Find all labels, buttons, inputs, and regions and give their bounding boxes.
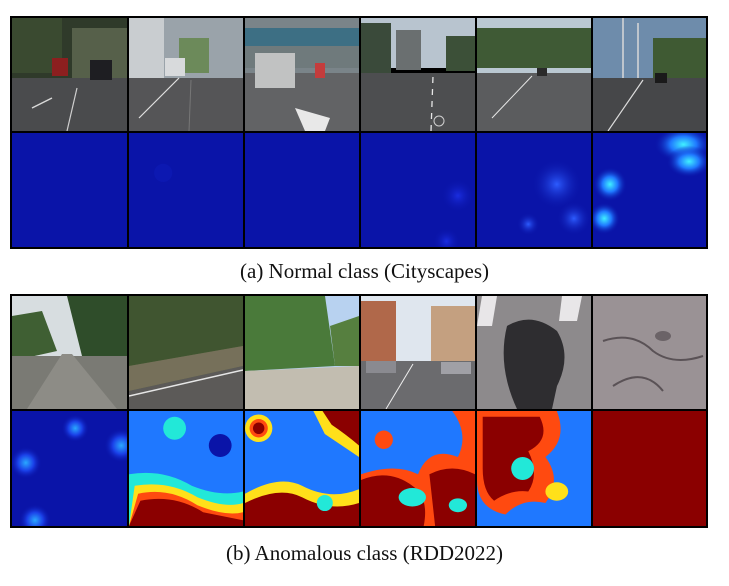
panel-a-heatmap-1 — [12, 133, 127, 247]
panel-a-grid — [10, 16, 708, 249]
panel-a-photo-1 — [12, 18, 127, 131]
panel-b-caption: (b) Anomalous class (RDD2022) — [225, 541, 504, 565]
panel-b-photo-2 — [129, 296, 243, 409]
panel-a-photo-2 — [129, 18, 243, 131]
panel-b-photo-6 — [593, 296, 706, 409]
panel-a-photo-6 — [593, 18, 706, 131]
panel-b-heatmap-1 — [12, 411, 127, 526]
panel-b-heatmap-2 — [129, 411, 243, 526]
panel-a-heatmap-3 — [245, 133, 359, 247]
panel-b-heatmap-6 — [593, 411, 706, 526]
panel-b-photo-3 — [245, 296, 359, 409]
panel-b-grid — [10, 294, 708, 528]
panel-a-heatmap-6 — [593, 133, 706, 247]
panel-a-photo-5 — [477, 18, 591, 131]
panel-b-heatmap-3 — [245, 411, 359, 526]
panel-b-heatmap-4 — [361, 411, 475, 526]
panel-b-photo-4 — [361, 296, 475, 409]
panel-b-heatmap-5 — [477, 411, 591, 526]
panel-a-heatmap-2 — [129, 133, 243, 247]
panel-b-photo-5 — [477, 296, 591, 409]
panel-a-photo-4 — [361, 18, 475, 131]
panel-a-heatmap-5 — [477, 133, 591, 247]
panel-a-photo-3 — [245, 18, 359, 131]
panel-b-photo-1 — [12, 296, 127, 409]
panel-a-caption: (a) Normal class (Cityscapes) — [240, 259, 489, 283]
panel-a-heatmap-4 — [361, 133, 475, 247]
